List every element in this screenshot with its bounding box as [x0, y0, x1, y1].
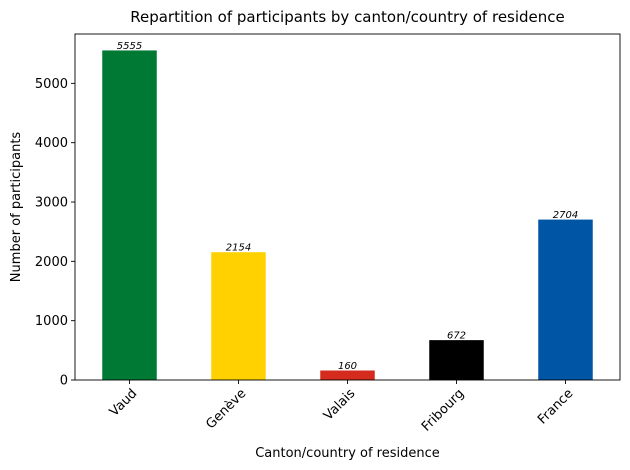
chart-title: Repartition of participants by canton/co…	[130, 8, 565, 26]
y-tick-label: 2000	[35, 255, 68, 270]
plot-area: 0 1000 2000 3000 4000 5000 5555 Vaud 2154 Genève 1…	[35, 41, 593, 435]
y-tick-label: 5000	[35, 77, 68, 92]
x-tick-label: Fribourg	[419, 386, 467, 434]
data-label: 160	[338, 361, 357, 372]
y-tick-label: 0	[60, 374, 68, 389]
x-axis-title: Canton/country of residence	[255, 446, 440, 461]
y-axis-title: Number of participants	[9, 132, 24, 283]
y-tick-label: 3000	[35, 196, 68, 211]
x-tick-label: Valais	[321, 386, 359, 424]
x-tick-label: Vaud	[107, 386, 140, 419]
bar	[102, 50, 157, 381]
y-tick-label: 1000	[35, 314, 68, 329]
data-label: 672	[447, 331, 466, 342]
data-label: 2704	[553, 210, 578, 221]
bar	[538, 219, 593, 380]
x-tick-label: France	[535, 386, 576, 427]
plot-frame	[74, 33, 621, 381]
data-label: 2154	[226, 243, 251, 254]
bar	[429, 340, 484, 380]
bar	[211, 252, 266, 380]
y-tick-label: 4000	[35, 136, 68, 151]
data-label: 5555	[117, 41, 142, 52]
bar	[320, 370, 375, 380]
x-tick-label: Genève	[203, 386, 249, 432]
